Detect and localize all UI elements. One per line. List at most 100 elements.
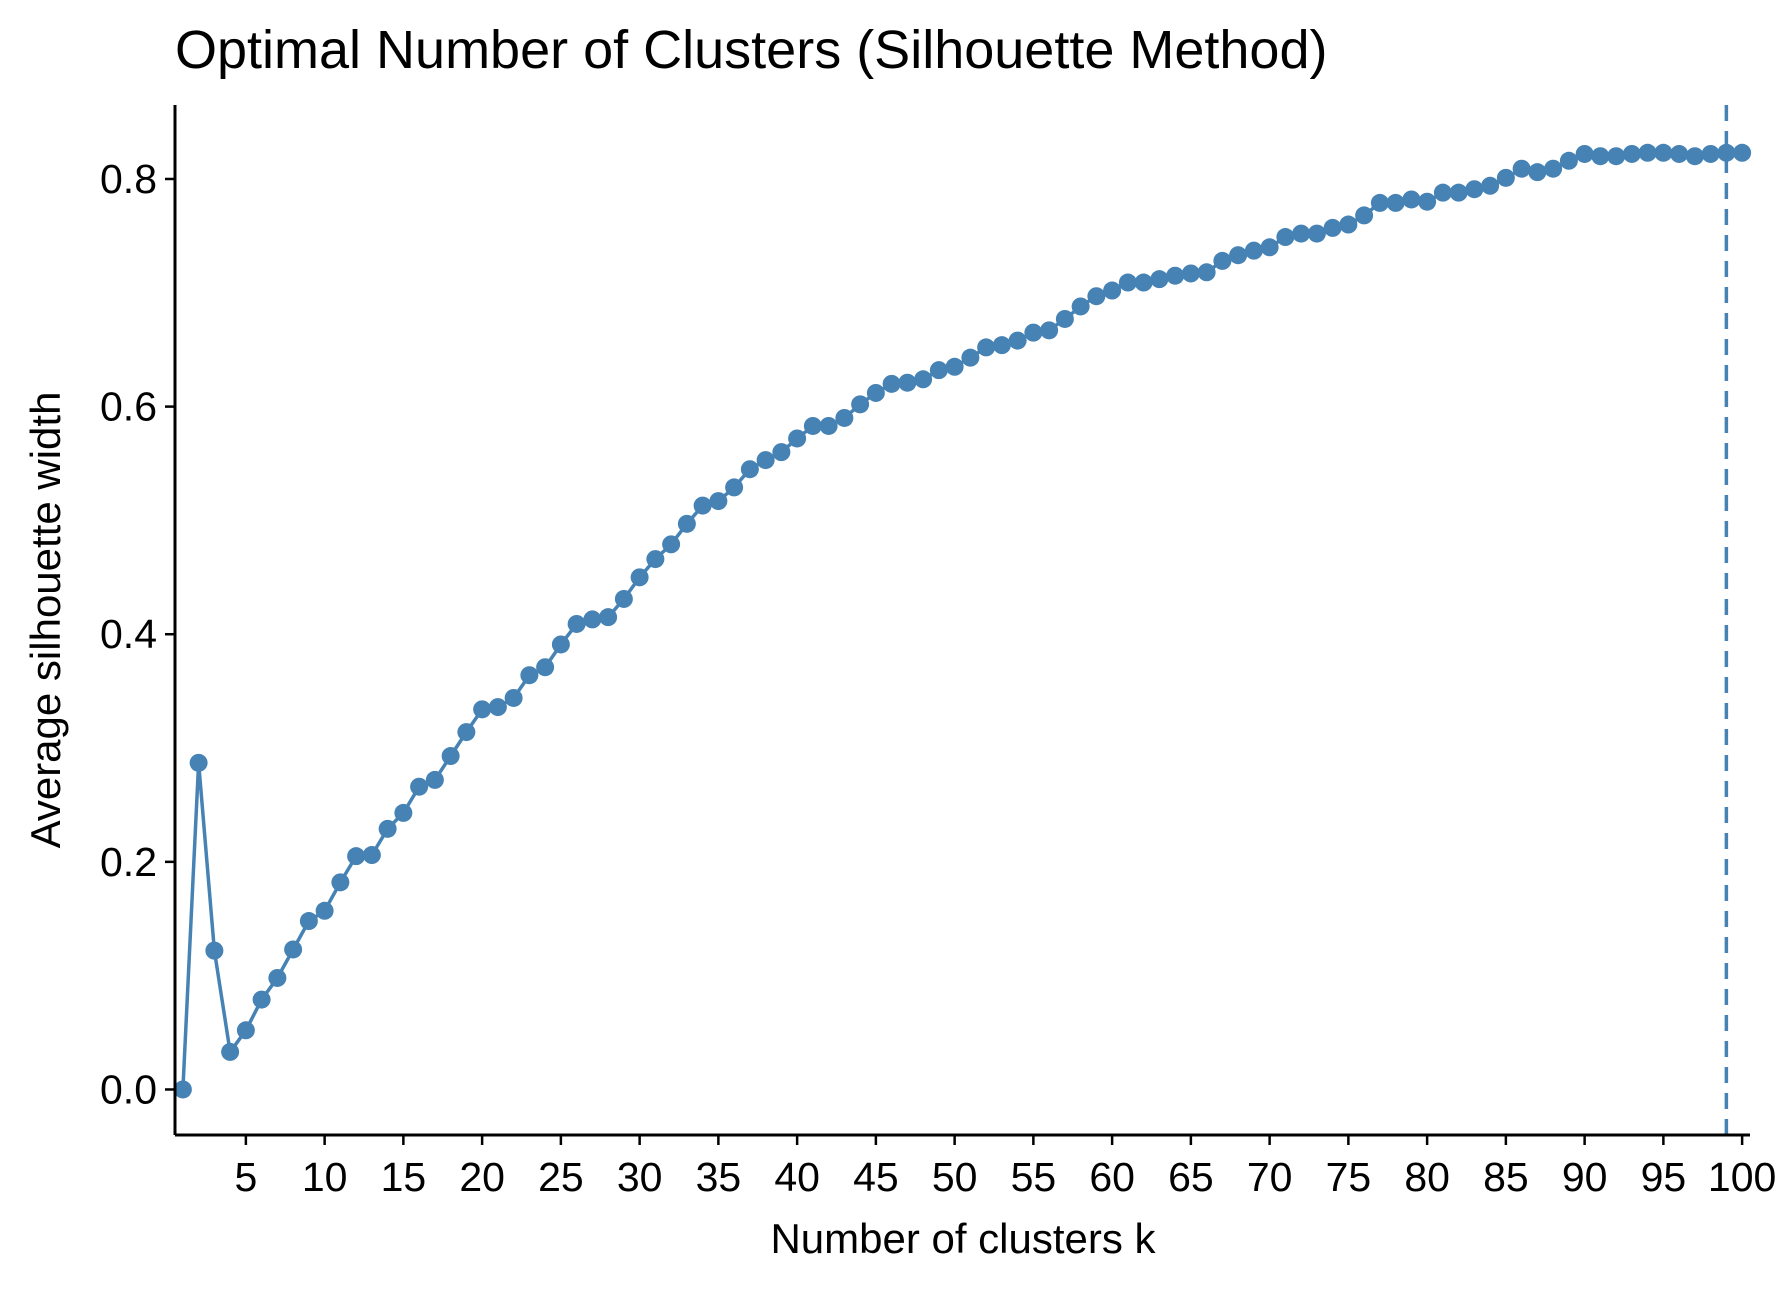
data-point — [1292, 224, 1311, 243]
data-point — [1355, 206, 1374, 225]
data-point — [441, 747, 460, 766]
y-tick-label: 0.4 — [100, 611, 157, 657]
y-axis-ticks: 0.0 0.2 0.4 0.6 0.8 — [100, 156, 175, 1112]
data-point — [977, 338, 996, 357]
data-point — [425, 770, 444, 789]
data-point — [1638, 143, 1657, 162]
data-point — [1433, 183, 1452, 202]
data-point — [268, 968, 287, 987]
data-point — [1150, 270, 1169, 289]
data-point — [488, 698, 507, 717]
data-point — [677, 514, 696, 533]
data-point — [1559, 151, 1578, 170]
data-point — [1134, 273, 1153, 292]
data-point — [536, 658, 555, 677]
plot-area — [173, 105, 1752, 1135]
data-point — [819, 416, 838, 435]
data-point — [299, 912, 318, 931]
data-point — [551, 635, 570, 654]
data-point — [1244, 241, 1263, 260]
data-point — [1307, 224, 1326, 243]
data-point — [835, 408, 854, 427]
data-point — [189, 753, 208, 772]
data-point — [1528, 163, 1547, 182]
data-point — [221, 1042, 240, 1061]
data-point — [284, 940, 303, 959]
data-point — [1166, 266, 1185, 285]
data-point — [866, 383, 885, 402]
data-point — [1071, 297, 1090, 316]
data-point — [567, 614, 586, 633]
x-tick-label: 90 — [1562, 1154, 1608, 1200]
x-tick-label: 65 — [1168, 1154, 1214, 1200]
data-point — [662, 535, 681, 554]
data-point — [1496, 168, 1515, 187]
x-tick-label: 30 — [617, 1154, 663, 1200]
x-tick-label: 75 — [1326, 1154, 1372, 1200]
data-point — [520, 666, 539, 685]
data-point — [1197, 263, 1216, 282]
data-point — [914, 370, 933, 389]
data-point — [1512, 159, 1531, 178]
x-axis-ticks: 5 10 15 20 25 30 35 40 45 50 55 60 65 70 75 80 85 90 95 100 — [234, 1135, 1776, 1200]
x-tick-label: 85 — [1483, 1154, 1529, 1200]
y-tick-label: 0.2 — [100, 839, 157, 885]
data-point — [331, 873, 350, 892]
x-axis-title: Number of clusters k — [770, 1215, 1156, 1262]
data-point — [756, 451, 775, 470]
data-point — [1701, 144, 1720, 163]
x-tick-label: 45 — [853, 1154, 899, 1200]
data-point — [630, 568, 649, 587]
x-tick-label: 25 — [538, 1154, 584, 1200]
data-point — [173, 1080, 192, 1099]
x-tick-label: 60 — [1089, 1154, 1135, 1200]
data-point — [236, 1021, 255, 1040]
data-point — [614, 589, 633, 608]
chart-title: Optimal Number of Clusters (Silhouette M… — [175, 20, 1327, 80]
data-point — [394, 803, 413, 822]
data-point — [252, 990, 271, 1009]
data-point — [583, 610, 602, 629]
data-point — [1575, 144, 1594, 163]
data-point — [740, 460, 759, 479]
data-point — [1055, 309, 1074, 328]
data-point — [1229, 246, 1248, 265]
data-point — [1103, 281, 1122, 300]
data-point — [1591, 147, 1610, 166]
data-point — [882, 374, 901, 393]
data-point — [1465, 180, 1484, 199]
data-point — [1260, 238, 1279, 257]
x-tick-label: 70 — [1247, 1154, 1293, 1200]
x-tick-label: 40 — [774, 1154, 820, 1200]
data-point — [646, 550, 665, 569]
data-point — [1024, 323, 1043, 342]
data-point — [1040, 321, 1059, 340]
data-point — [772, 443, 791, 462]
x-tick-label: 80 — [1404, 1154, 1450, 1200]
x-tick-label: 15 — [381, 1154, 427, 1200]
x-tick-label: 5 — [234, 1154, 257, 1200]
x-tick-label: 20 — [459, 1154, 505, 1200]
data-point — [410, 777, 429, 796]
x-tick-label: 95 — [1641, 1154, 1687, 1200]
x-tick-label: 100 — [1708, 1154, 1776, 1200]
data-point — [1087, 287, 1106, 306]
y-tick-label: 0.6 — [100, 384, 157, 430]
data-point — [1339, 215, 1358, 234]
x-tick-label: 55 — [1011, 1154, 1057, 1200]
data-point — [1118, 273, 1137, 292]
data-point — [315, 901, 334, 920]
y-tick-label: 0.8 — [100, 156, 157, 202]
data-point — [1654, 143, 1673, 162]
data-point — [709, 492, 728, 511]
data-point — [1276, 228, 1295, 247]
data-point — [1402, 190, 1421, 209]
y-axis-title: Average silhouette width — [22, 392, 69, 849]
data-point — [1733, 143, 1752, 162]
data-point — [362, 846, 381, 865]
x-tick-label: 35 — [696, 1154, 742, 1200]
data-point — [1418, 192, 1437, 211]
data-point — [1685, 147, 1704, 166]
data-point — [378, 819, 397, 838]
